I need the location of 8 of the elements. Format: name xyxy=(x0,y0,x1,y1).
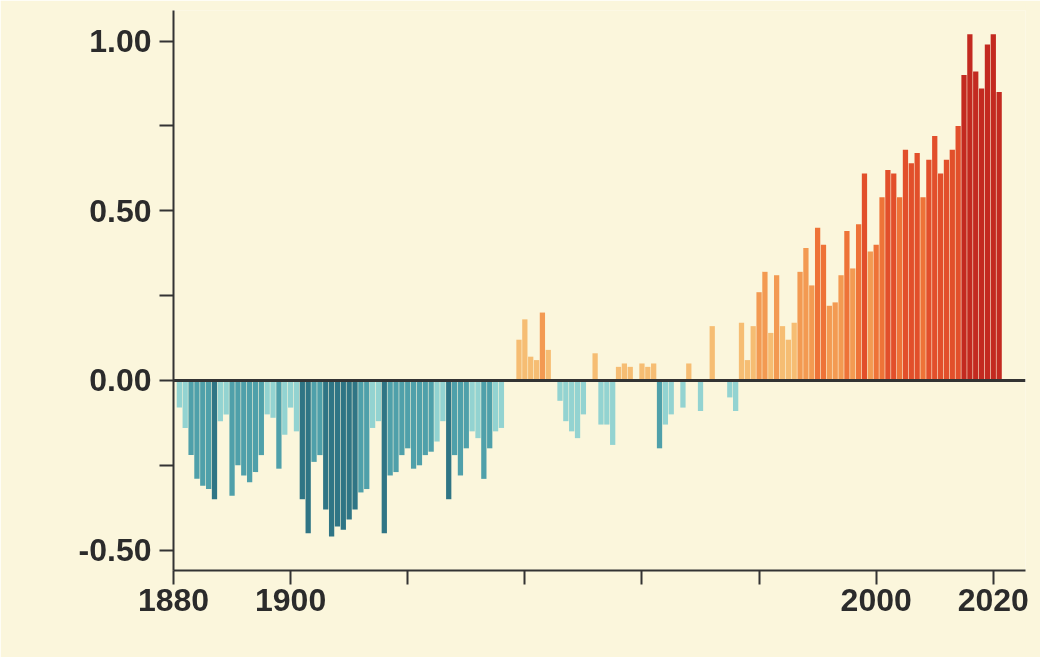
x-tick-label: 2000 xyxy=(840,581,912,618)
y-tick-label: -0.50 xyxy=(78,532,152,569)
x-tick-label: 1900 xyxy=(255,581,327,618)
y-tick-label: 0.00 xyxy=(89,362,152,399)
y-tick-label: 1.00 xyxy=(89,23,152,60)
x-tick-label: 2020 xyxy=(957,581,1029,618)
x-tick-label: 1880 xyxy=(137,581,210,618)
y-tick-label: 0.50 xyxy=(89,192,152,229)
